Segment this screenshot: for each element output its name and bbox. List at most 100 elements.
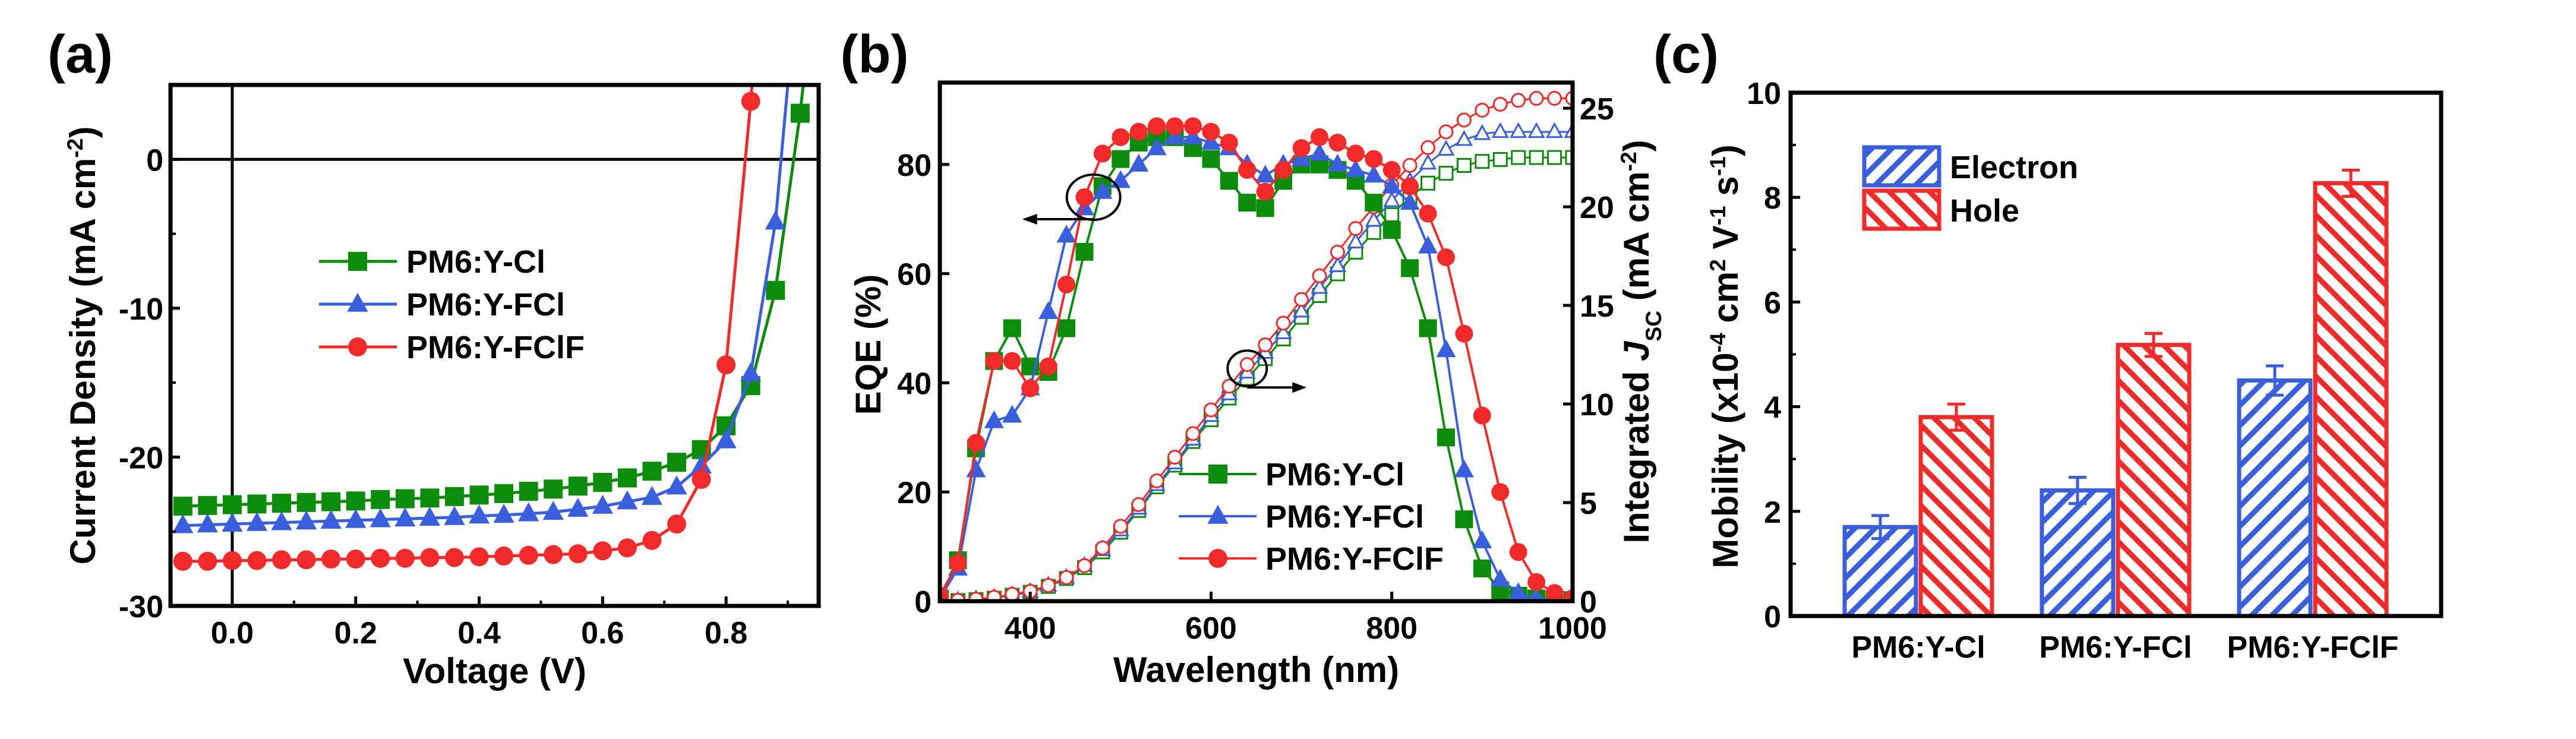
eqe-point-pm6-y-fcl (1346, 159, 1366, 178)
legend-label: PM6:Y-FCl (1265, 499, 1424, 535)
integrated-point-pm6-y-fcl (1328, 256, 1347, 273)
eqe-point-pm6-y-fclf (1346, 144, 1365, 163)
integrated-point-pm6-y-fcl (1455, 130, 1473, 146)
integrated-point-pm6-y-fclf (1131, 497, 1147, 512)
y-axis-label: Mobility (x10-4 cm2 V-1 s-1) (1705, 144, 1745, 568)
annotation-circle-eqe (1065, 173, 1122, 221)
eqe-point-pm6-y-fclf (1184, 117, 1202, 135)
legend-label: PM6:Y-FClF (406, 330, 585, 365)
data-point-pm6-y-cl (766, 280, 785, 300)
y-tick-label: 0 (1764, 600, 1781, 634)
y-tick-label: 20 (897, 476, 932, 510)
integrated-point-pm6-y-fcl (1545, 122, 1564, 138)
data-point-pm6-y-fcl (617, 490, 638, 510)
data-point-pm6-y-fclf (420, 548, 440, 567)
eqe-point-pm6-y-fclf (1112, 128, 1130, 146)
data-point-pm6-y-cl (469, 485, 489, 505)
legend-marker (1207, 504, 1229, 524)
eqe-point-pm6-y-fcl (1093, 181, 1113, 199)
integrated-point-pm6-y-fcl (1473, 124, 1491, 140)
eqe-point-pm6-y-fclf (1220, 134, 1238, 152)
integrated-point-pm6-y-fclf (1402, 157, 1418, 173)
data-point-pm6-y-cl (642, 462, 662, 481)
data-point-pm6-y-cl (198, 495, 217, 515)
data-point-pm6-y-cl (247, 494, 267, 514)
integrated-point-pm6-y-fclf (1149, 473, 1164, 489)
eqe-point-pm6-y-fclf (1003, 352, 1021, 370)
eqe-point-pm6-y-fcl (1382, 175, 1402, 194)
eqe-point-pm6-y-fclf (1039, 357, 1057, 375)
data-point-pm6-y-fclf (173, 551, 192, 571)
data-point-pm6-y-fcl (271, 511, 292, 530)
bar-hole (1918, 415, 1994, 618)
integrated-point-pm6-y-cl (1384, 207, 1400, 222)
eqe-point-pm6-y-fcl (1508, 582, 1529, 601)
data-layer (940, 91, 1573, 601)
integrated-point-pm6-y-fcl (1311, 277, 1328, 294)
integrated-point-pm6-y-fclf (1420, 140, 1436, 156)
integrated-point-pm6-y-fcl (1292, 301, 1311, 318)
legend-marker (348, 252, 367, 271)
eqe-point-pm6-y-cl (1220, 172, 1238, 190)
panel-b-eqe: 400 600 800 10000204060800510152025Waveleng… (841, 25, 1666, 690)
x-axis-label: Wavelength (nm) (1113, 650, 1399, 690)
data-point-pm6-y-fcl (641, 485, 663, 505)
data-point-pm6-y-fclf (544, 545, 563, 564)
y-tick-label: 60 (897, 258, 932, 292)
data-point-pm6-y-cl (272, 494, 292, 513)
integrated-point-pm6-y-fclf (1203, 402, 1218, 418)
panel-a-jv-curves: 0.0 0.2 0.4 0.6 0.8 0 -10 -20 -30 Voltage (V) Curr… (48, 25, 821, 691)
data-point-pm6-y-cl (790, 103, 810, 123)
y-tick-label: 40 (897, 367, 932, 401)
x-tick-label: 800 (1366, 611, 1418, 646)
integrated-point-pm6-y-cl (1492, 151, 1508, 167)
eqe-point-pm6-y-fclf (1075, 188, 1094, 206)
plot-frame (937, 80, 1575, 604)
data-point-pm6-y-fcl (222, 512, 243, 532)
integrated-point-pm6-y-cl (1565, 150, 1573, 165)
integrated-point-pm6-y-fclf (1258, 337, 1273, 352)
bar-hole (2116, 343, 2192, 618)
data-point-pm6-y-fclf (346, 549, 365, 569)
data-point-pm6-y-fcl (172, 514, 194, 533)
y-tick-label: 2 (1764, 495, 1781, 530)
data-point-pm6-y-fcl (394, 507, 416, 527)
y-tick-label: 8 (1764, 181, 1781, 216)
legend-label: Electron (1950, 150, 2078, 185)
eqe-point-pm6-y-fclf (1491, 483, 1510, 501)
eqe-point-pm6-y-fclf (1527, 573, 1546, 591)
data-point-pm6-y-cl (617, 468, 637, 488)
data-point-pm6-y-fclf (198, 551, 217, 571)
eqe-point-pm6-y-fcl (1183, 126, 1203, 144)
legend-marker (1208, 465, 1227, 484)
integrated-point-pm6-y-fclf (1330, 244, 1345, 260)
data-point-pm6-y-fclf (321, 549, 341, 569)
bar-electron (2040, 488, 2116, 618)
eqe-point-pm6-y-cl (1202, 150, 1220, 168)
data-point-pm6-y-fclf (568, 544, 588, 564)
legend-marker (348, 337, 367, 356)
eqe-point-pm6-y-fclf (940, 586, 949, 601)
legend-marker (347, 292, 368, 312)
eqe-point-pm6-y-fclf (1473, 406, 1491, 425)
integrated-point-pm6-y-fcl (1274, 323, 1292, 339)
data-point-pm6-y-fclf (692, 470, 711, 489)
data-point-pm6-y-fcl (493, 503, 514, 523)
x-tick-label: 1000 (1538, 611, 1607, 646)
integrated-point-pm6-y-fclf (1312, 268, 1327, 283)
eqe-point-pm6-y-cl (1437, 428, 1455, 447)
eqe-point-pm6-y-fclf (1401, 177, 1419, 195)
eqe-point-pm6-y-fcl (1472, 530, 1492, 548)
data-point-pm6-y-cl (173, 497, 192, 516)
legend: PM6:Y-Cl PM6:Y-FCl PM6:Y-FClF (319, 244, 585, 365)
eqe-point-pm6-y-cl (1256, 199, 1274, 217)
y-tick-label: -10 (119, 292, 163, 327)
integrated-point-pm6-y-fclf (1348, 221, 1363, 236)
eqe-point-pm6-y-fcl (1400, 192, 1420, 210)
integrated-point-pm6-y-fcl (1437, 140, 1455, 156)
eqe-point-pm6-y-fclf (1382, 161, 1401, 179)
legend: Electron Hole (1862, 145, 2078, 231)
data-point-pm6-y-fclf (272, 550, 292, 570)
eqe-point-pm6-y-fclf (1148, 117, 1166, 135)
bar-electron (2237, 378, 2313, 618)
